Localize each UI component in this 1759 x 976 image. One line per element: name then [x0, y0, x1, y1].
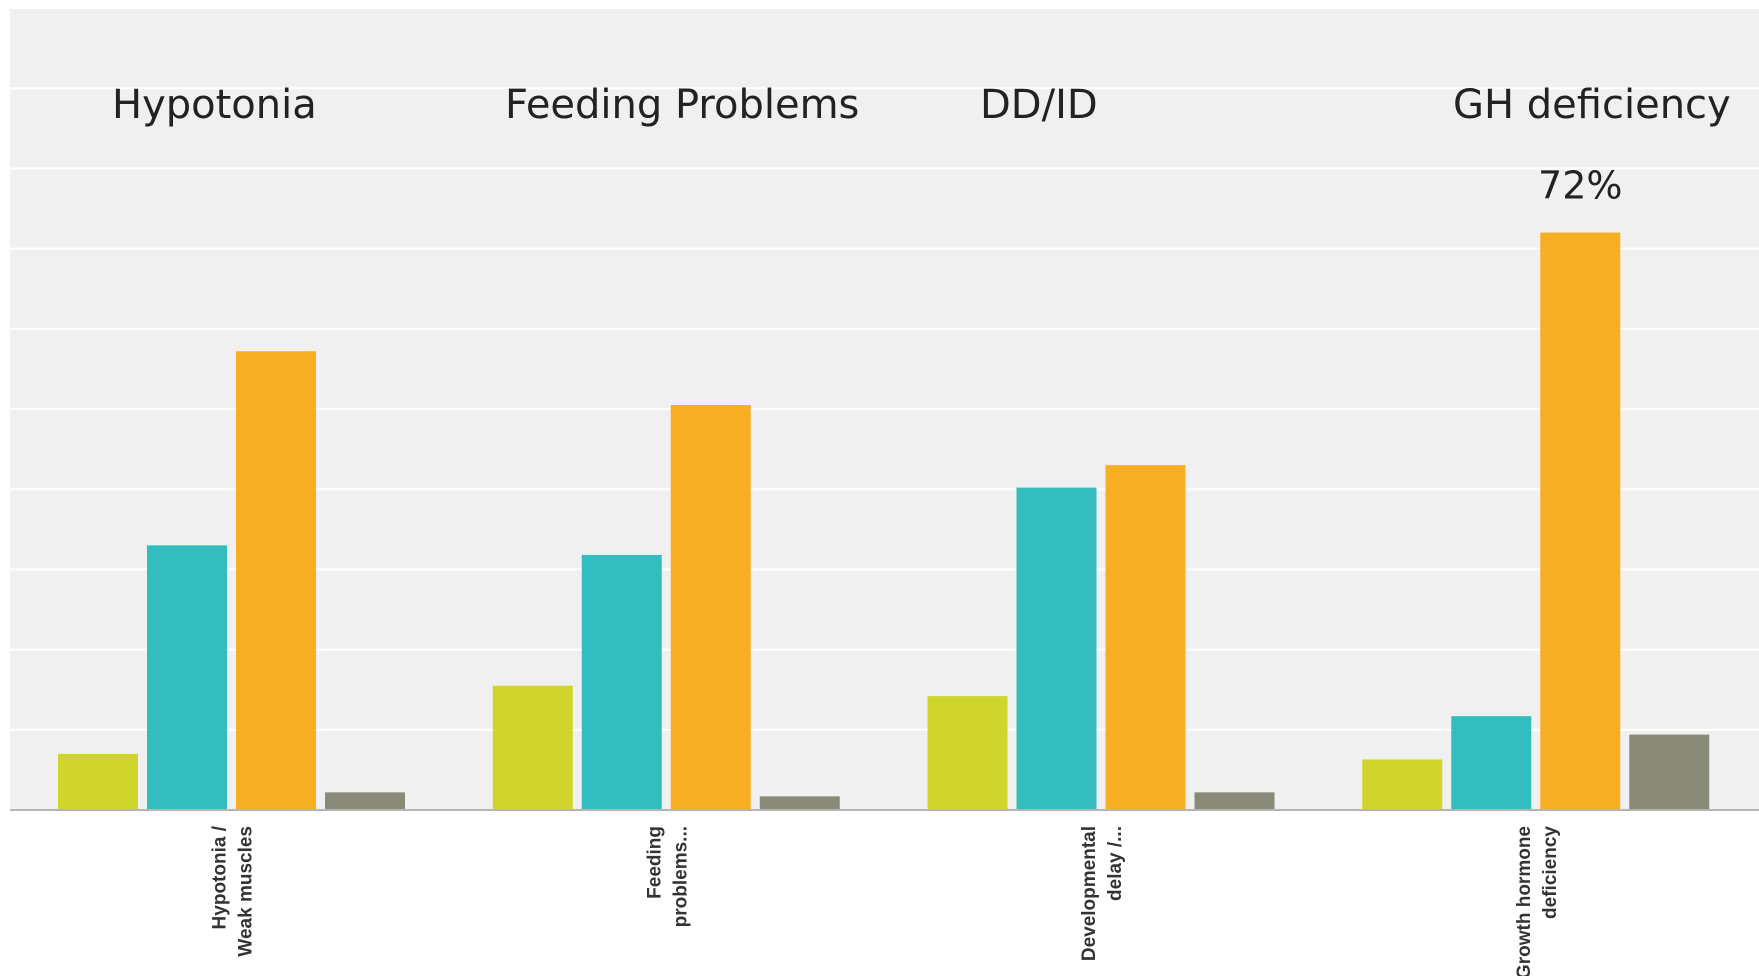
x-tick-label-line: Developmental: [1079, 826, 1100, 961]
bar-1-series-4: [325, 792, 405, 810]
bar-3-series-3: [1105, 465, 1186, 810]
x-tick-label-line: deficiency: [1540, 826, 1561, 919]
category-heading-2: Feeding Problems: [505, 82, 859, 128]
x-tick-label-line: Weak muscles: [236, 826, 257, 957]
bar-2-series-4: [759, 796, 840, 810]
annotation-label-1: 72%: [1538, 164, 1622, 208]
x-tick-labels: Hypotonia / Weak muscles Feeding problems..…: [210, 825, 1561, 976]
x-tick-label-3: Developmental delay /...: [1079, 826, 1126, 961]
x-tick-label-line: Feeding: [644, 826, 665, 899]
x-tick-label-line: Growth hormone: [1514, 826, 1535, 976]
x-tick-label-line: Hypotonia /: [210, 825, 231, 929]
bars-group: [58, 232, 1710, 810]
annotations: 72%: [1538, 164, 1622, 208]
category-heading-3: DD/ID: [980, 82, 1098, 128]
bar-4-series-2: [1451, 716, 1532, 810]
bar-1-series-3: [236, 351, 316, 810]
bar-1-series-2: [147, 545, 227, 810]
bar-2-series-2: [581, 554, 662, 810]
bar-3-series-1: [927, 696, 1008, 810]
bar-1-series-1: [58, 753, 138, 810]
x-tick-label-4: Growth hormone deficiency: [1514, 826, 1561, 976]
x-tick-label-line: problems...: [670, 826, 691, 927]
x-tick-label-1: Hypotonia / Weak muscles: [210, 825, 257, 956]
category-headings: Hypotonia Feeding Problems DD/ID GH deficie…: [112, 82, 1731, 128]
bar-3-series-4: [1194, 792, 1275, 810]
x-tick-label-line: delay /...: [1105, 826, 1126, 901]
category-heading-1: Hypotonia: [112, 82, 317, 128]
x-tick-label-2: Feeding problems...: [644, 826, 691, 927]
category-heading-4: GH deficiency: [1453, 82, 1731, 128]
bar-2-series-3: [670, 404, 751, 810]
bar-4-series-1: [1362, 759, 1443, 810]
bar-3-series-2: [1016, 487, 1097, 810]
bar-2-series-1: [492, 685, 573, 810]
bar-4-series-3: [1540, 232, 1621, 810]
bar-4-series-4: [1629, 734, 1710, 810]
